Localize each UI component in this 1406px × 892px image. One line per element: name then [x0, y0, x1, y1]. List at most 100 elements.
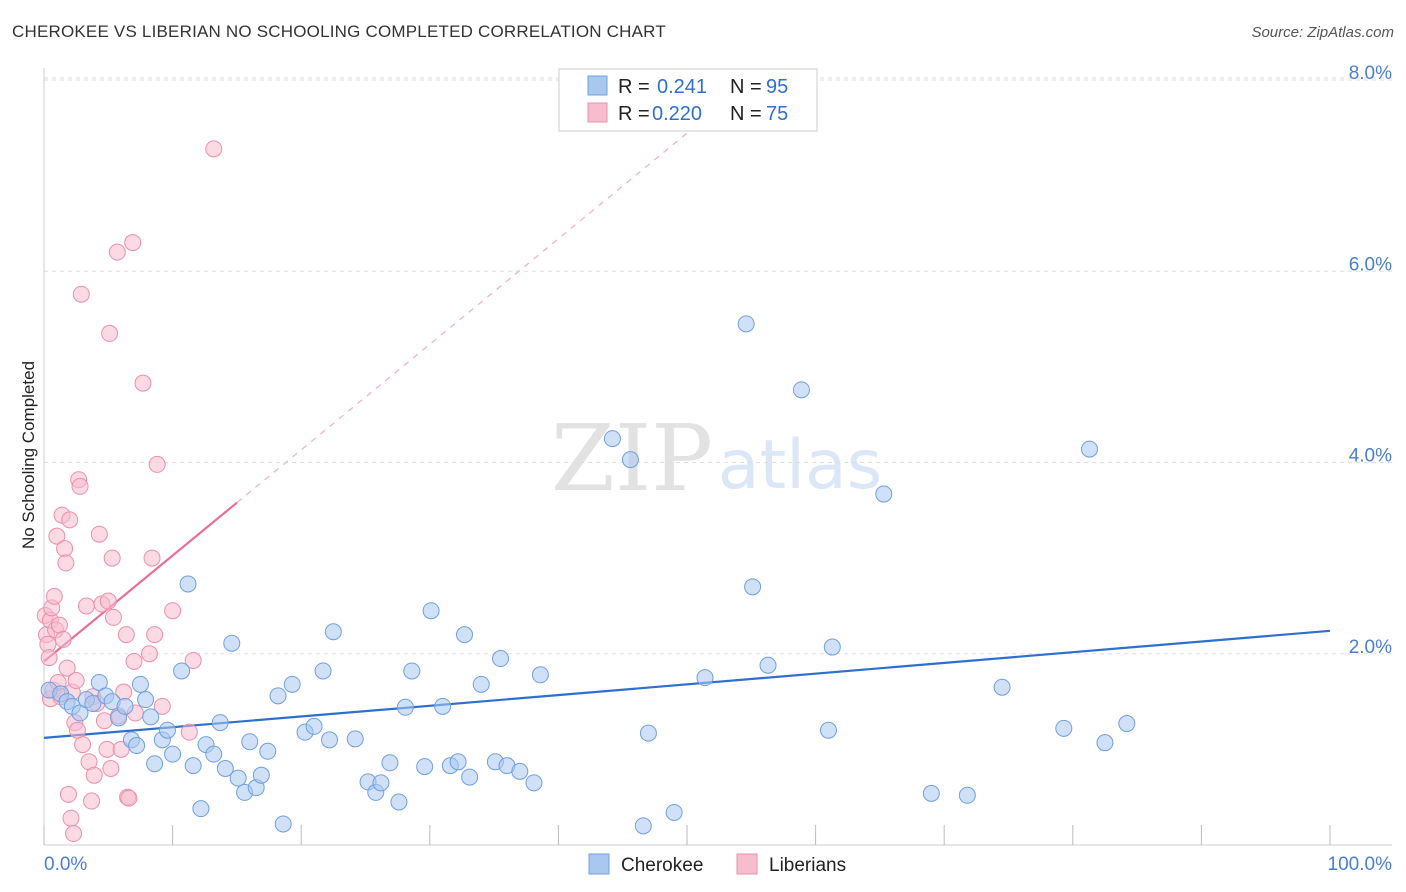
legend-row-cherokee: R = 0.241 N = 95 [587, 75, 788, 98]
point-liberians [180, 723, 198, 741]
point-cherokee [390, 793, 408, 811]
point-liberians [134, 374, 152, 392]
point-cherokee [173, 662, 191, 680]
point-cherokee [416, 758, 434, 776]
legend-swatch-liberians [587, 102, 608, 123]
point-cherokee [639, 724, 657, 742]
point-cherokee [472, 675, 490, 693]
point-cherokee [696, 669, 714, 687]
point-liberians [104, 608, 122, 626]
point-liberians [45, 587, 63, 605]
point-liberians [58, 659, 76, 677]
correlation-legend: R = 0.241 N = 95 R = 0.220 N = 75 [558, 68, 818, 132]
point-liberians [90, 525, 108, 543]
point-cherokee [205, 745, 223, 763]
point-liberians [74, 736, 92, 754]
point-liberians [153, 697, 171, 715]
legend-r-label: R = [618, 103, 650, 125]
point-liberians [108, 243, 126, 261]
series-legend-swatch-liberians [736, 853, 758, 875]
point-cherokee [1118, 715, 1136, 733]
point-cherokee [381, 754, 399, 772]
point-cherokee [211, 714, 229, 732]
axis-layer [43, 68, 1392, 846]
point-liberians [124, 234, 142, 252]
point-cherokee [819, 721, 837, 739]
point-liberians [140, 645, 158, 663]
point-liberians [125, 652, 143, 670]
legend-swatch-cherokee [587, 75, 608, 96]
point-liberians [148, 455, 166, 473]
watermark: ZIP atlas [551, 405, 882, 512]
series-legend: Cherokee Liberians [588, 853, 846, 876]
point-liberians [61, 511, 79, 529]
point-liberians [54, 630, 72, 648]
point-cherokee [603, 430, 621, 448]
points-layer [36, 140, 1136, 843]
point-cherokee [665, 803, 683, 821]
series-legend-label-liberians: Liberians [769, 855, 846, 876]
point-cherokee [137, 691, 155, 709]
point-liberians [99, 592, 117, 610]
point-cherokee [116, 697, 134, 715]
point-cherokee [958, 786, 976, 804]
point-cherokee [922, 784, 940, 802]
point-cherokee [759, 656, 777, 674]
point-cherokee [84, 694, 102, 712]
point-cherokee [744, 578, 762, 596]
point-cherokee [320, 731, 338, 749]
point-liberians [67, 672, 85, 690]
point-cherokee [456, 626, 474, 644]
point-cherokee [192, 800, 210, 818]
y-tick-label: 2.0% [1349, 637, 1392, 658]
point-cherokee [737, 315, 755, 333]
y-tick-label: 8.0% [1349, 63, 1392, 84]
trendline-cherokee [43, 629, 1331, 739]
point-cherokee [1081, 440, 1099, 458]
y-tick-labels: 2.0% 4.0% 6.0% 8.0% [1349, 63, 1392, 658]
point-cherokee [372, 774, 390, 792]
point-cherokee [131, 675, 149, 693]
point-cherokee [461, 768, 479, 786]
watermark-atlas: atlas [718, 426, 882, 505]
point-cherokee [1055, 719, 1073, 737]
point-cherokee [396, 698, 414, 716]
series-legend-label-cherokee: Cherokee [621, 855, 703, 876]
point-cherokee [252, 766, 270, 784]
point-cherokee [324, 623, 342, 641]
point-liberians [101, 324, 119, 342]
trendline-liberians [43, 501, 238, 663]
point-cherokee [1096, 734, 1114, 752]
point-cherokee [269, 687, 287, 705]
point-cherokee [792, 381, 810, 399]
trendline-liberians-extension [236, 106, 720, 504]
point-liberians [184, 651, 202, 669]
point-cherokee [128, 737, 146, 755]
point-cherokee [403, 662, 421, 680]
point-cherokee [229, 769, 247, 787]
point-cherokee [823, 638, 841, 656]
legend-r-value: 0.220 [652, 103, 702, 125]
point-liberians [85, 766, 103, 784]
legend-n-value: 95 [766, 76, 788, 98]
point-liberians [48, 527, 66, 545]
y-tick-label: 6.0% [1349, 254, 1392, 275]
trend-layer [43, 106, 1331, 739]
point-cherokee [216, 760, 234, 777]
point-cherokee [875, 485, 893, 503]
point-cherokee [158, 721, 176, 739]
y-axis-label: No Schooling Completed [19, 361, 38, 549]
point-cherokee [142, 708, 160, 726]
point-cherokee [305, 717, 323, 735]
point-cherokee [314, 662, 332, 680]
point-liberians [98, 740, 116, 758]
point-liberians [102, 760, 120, 777]
point-cherokee [179, 575, 197, 593]
point-cherokee [346, 730, 364, 748]
point-liberians [56, 540, 74, 558]
point-liberians [143, 549, 161, 567]
point-liberians [50, 616, 68, 634]
point-cherokee [146, 755, 164, 773]
point-liberians [95, 712, 113, 730]
